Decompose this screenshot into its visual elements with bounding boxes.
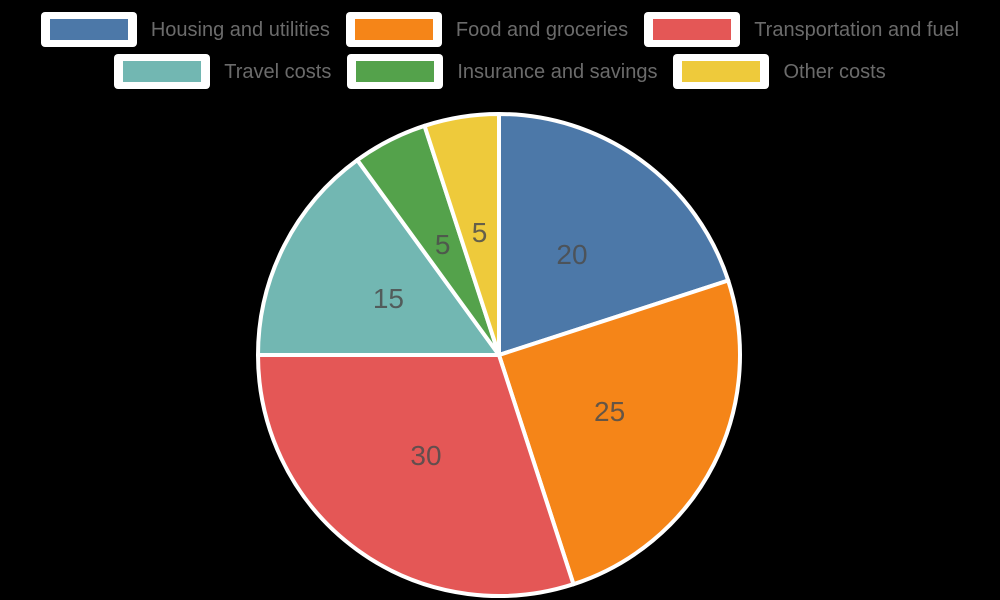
legend-item-transportation-and-fuel[interactable]: Transportation and fuel [644,12,959,47]
pie-slice-food-and-groceries[interactable] [497,278,742,587]
legend-swatch-box [347,54,444,89]
legend-item-label: Insurance and savings [457,60,658,83]
legend-item-label: Transportation and fuel [754,18,960,41]
legend-swatch-box [644,12,741,47]
legend-swatch-icon [354,19,433,40]
legend-item-other-costs[interactable]: Other costs [673,54,886,89]
legend-swatch-box [345,12,442,47]
legend-swatch-icon [123,61,202,82]
pie-slice-transportation-and-fuel[interactable] [256,353,576,598]
slice-value-label: 15 [373,283,404,314]
legend-swatch-icon [682,61,761,82]
legend-swatch-box [114,54,211,89]
slice-value-label: 20 [556,239,587,270]
legend-swatch-box [673,54,770,89]
legend-item-label: Housing and utilities [150,18,330,41]
slice-value-label: 25 [594,396,625,427]
legend-item-housing-and-utilities[interactable]: Housing and utilities [40,12,330,47]
pie-slice-other-costs[interactable] [422,112,501,357]
legend: Housing and utilities Food and groceries T… [0,12,1000,89]
legend-item-travel-costs[interactable]: Travel costs [114,54,331,89]
slice-value-label: 5 [435,229,451,260]
legend-row-1: Housing and utilities Food and groceries T… [40,12,959,47]
legend-item-label: Food and groceries [455,18,629,41]
legend-item-food-and-groceries[interactable]: Food and groceries [345,12,629,47]
pie-slice-housing-and-utilities[interactable] [497,112,731,357]
legend-swatch-box [40,12,137,47]
legend-item-insurance-and-savings[interactable]: Insurance and savings [347,54,657,89]
legend-item-label: Other costs [783,60,886,83]
legend-swatch-icon [653,19,732,40]
legend-row-2: Travel costs Insurance and savings Other c… [114,54,886,89]
legend-swatch-icon [49,19,128,40]
slice-value-label: 30 [410,440,441,471]
legend-item-label: Travel costs [224,60,332,83]
legend-swatch-icon [356,61,435,82]
pie-slice-travel-costs[interactable] [256,158,501,357]
slice-value-label: 5 [472,217,488,248]
